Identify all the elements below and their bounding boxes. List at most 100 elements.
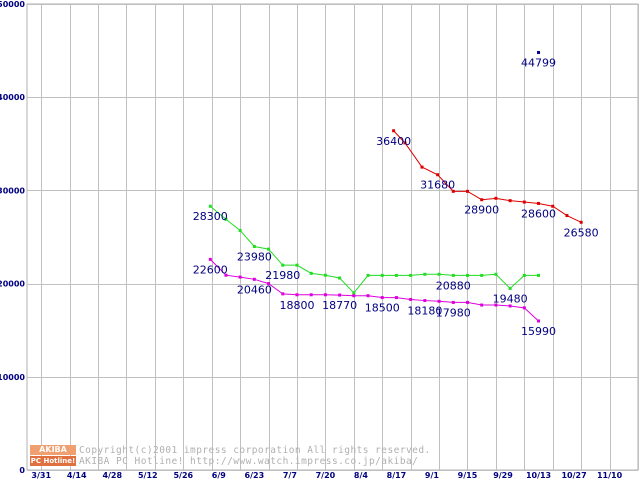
x-tick-label: 4/14 <box>67 471 87 480</box>
data-point <box>480 273 484 277</box>
data-point <box>252 245 256 249</box>
data-label: 28900 <box>464 204 499 217</box>
data-point <box>281 263 285 267</box>
data-label: 28300 <box>193 210 228 223</box>
data-point <box>208 204 212 208</box>
series-layer <box>208 50 583 323</box>
x-tick-label: 7/20 <box>316 471 336 480</box>
data-label: 18800 <box>279 299 314 312</box>
data-point <box>522 200 526 204</box>
data-point <box>267 247 271 251</box>
site-text: AKIBA PC Hotline! http://www.watch.impre… <box>79 456 419 467</box>
data-label: 26580 <box>564 226 599 239</box>
x-tick-label: 8/17 <box>387 471 407 480</box>
x-tick-label: 10/13 <box>526 471 551 480</box>
data-point <box>480 303 484 307</box>
data-point <box>380 296 384 300</box>
series-line <box>209 205 539 294</box>
data-point <box>465 273 469 277</box>
data-point <box>465 300 469 304</box>
data-point <box>522 306 526 310</box>
copyright-text: Copyright(c)2001 impress corporation All… <box>79 445 431 456</box>
data-point <box>508 304 512 308</box>
x-tick-label: 9/15 <box>458 471 478 480</box>
data-label: 17980 <box>436 306 471 319</box>
x-tick-label: 7/7 <box>283 471 297 480</box>
data-point <box>522 273 526 277</box>
x-tick-label: 10/27 <box>561 471 586 480</box>
data-label: 15990 <box>521 325 556 338</box>
data-point <box>366 294 370 298</box>
data-point <box>338 276 342 280</box>
data-point <box>508 199 512 203</box>
data-label: 18180 <box>407 305 442 318</box>
data-point <box>352 294 356 298</box>
data-label: 20460 <box>237 283 272 296</box>
data-label: 18770 <box>322 299 357 312</box>
data-label: 44799 <box>521 56 556 69</box>
data-point <box>551 204 555 208</box>
grid <box>26 3 639 471</box>
data-point <box>352 291 356 295</box>
data-label: 21980 <box>265 269 300 282</box>
x-tick-label: 8/4 <box>354 471 368 480</box>
logo-top: AKIBA <box>30 445 76 455</box>
data-point <box>420 165 424 169</box>
data-label: 22600 <box>193 263 228 276</box>
x-tick-label: 5/26 <box>173 471 193 480</box>
data-point <box>281 292 285 296</box>
data-point <box>451 273 455 277</box>
x-tick-label: 4/28 <box>102 471 122 480</box>
data-point <box>380 273 384 277</box>
data-point <box>323 273 327 277</box>
data-point <box>403 141 407 145</box>
data-point <box>537 273 541 277</box>
data-labels: 44799 36400 31680 28900 28600 26580 28300 23980… <box>193 56 599 337</box>
data-point <box>494 303 498 307</box>
y-tick-label: 50000 <box>0 0 25 9</box>
x-axis-ticks: 3/31 4/14 4/28 5/12 5/26 6/9 6/23 7/7 7/20 8/4 8/1… <box>31 471 622 480</box>
data-point <box>323 293 327 297</box>
data-point <box>267 282 271 286</box>
y-tick-label: 20000 <box>0 280 25 289</box>
data-point <box>394 296 398 300</box>
x-tick-label: 11/10 <box>597 471 623 480</box>
data-point <box>436 173 440 177</box>
data-point <box>366 273 370 277</box>
data-label: 18500 <box>365 302 400 315</box>
data-label: 20880 <box>436 279 471 292</box>
data-point <box>423 272 427 276</box>
data-point <box>437 272 441 276</box>
data-label: 31680 <box>420 179 455 192</box>
data-point <box>392 129 396 133</box>
y-tick-label: 0 <box>19 466 25 475</box>
data-point <box>508 286 512 290</box>
data-point <box>224 217 228 221</box>
x-tick-label: 3/31 <box>31 471 51 480</box>
x-tick-label: 5/12 <box>138 471 158 480</box>
data-point <box>252 277 256 281</box>
data-point <box>238 275 242 279</box>
data-point <box>537 50 541 54</box>
x-tick-label: 9/29 <box>493 471 513 480</box>
data-point <box>579 220 583 224</box>
data-point <box>309 293 313 297</box>
data-point <box>224 273 228 277</box>
data-point <box>451 189 455 193</box>
data-point <box>295 263 299 267</box>
y-axis-ticks: 0 10000 20000 30000 40000 50000 <box>0 0 25 475</box>
logo-bottom: PC Hotline! <box>30 456 76 466</box>
y-tick-label: 10000 <box>0 373 25 382</box>
data-label: 36400 <box>376 135 411 148</box>
data-point <box>208 257 212 261</box>
data-point <box>494 196 498 200</box>
data-point <box>465 189 469 193</box>
data-point <box>480 198 484 202</box>
x-tick-label: 9/1 <box>425 471 439 480</box>
x-tick-label: 6/23 <box>245 471 265 480</box>
data-point <box>295 293 299 297</box>
data-point <box>537 319 541 323</box>
data-point <box>537 201 541 205</box>
data-point <box>437 299 441 303</box>
